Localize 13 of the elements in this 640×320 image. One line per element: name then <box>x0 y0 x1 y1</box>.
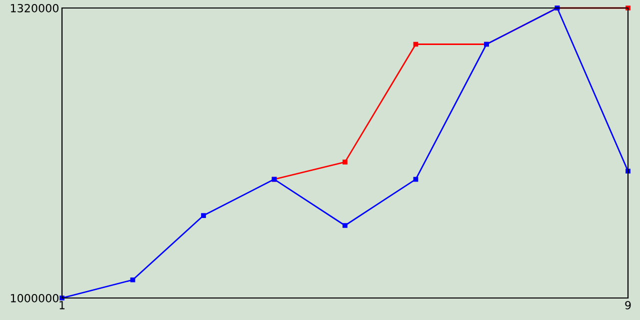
point <box>626 168 630 174</box>
x-tick-label: 1 <box>60 301 65 310</box>
x-tick-label: 9 <box>625 300 631 310</box>
point <box>342 223 348 228</box>
point <box>130 277 136 282</box>
point <box>201 213 206 218</box>
point <box>60 296 64 300</box>
y-tick-label: 1000000 <box>10 294 58 302</box>
point <box>626 6 630 10</box>
point <box>342 160 348 164</box>
point <box>413 42 418 47</box>
y-tick-label: 1320000 <box>10 4 58 12</box>
point <box>413 176 418 182</box>
